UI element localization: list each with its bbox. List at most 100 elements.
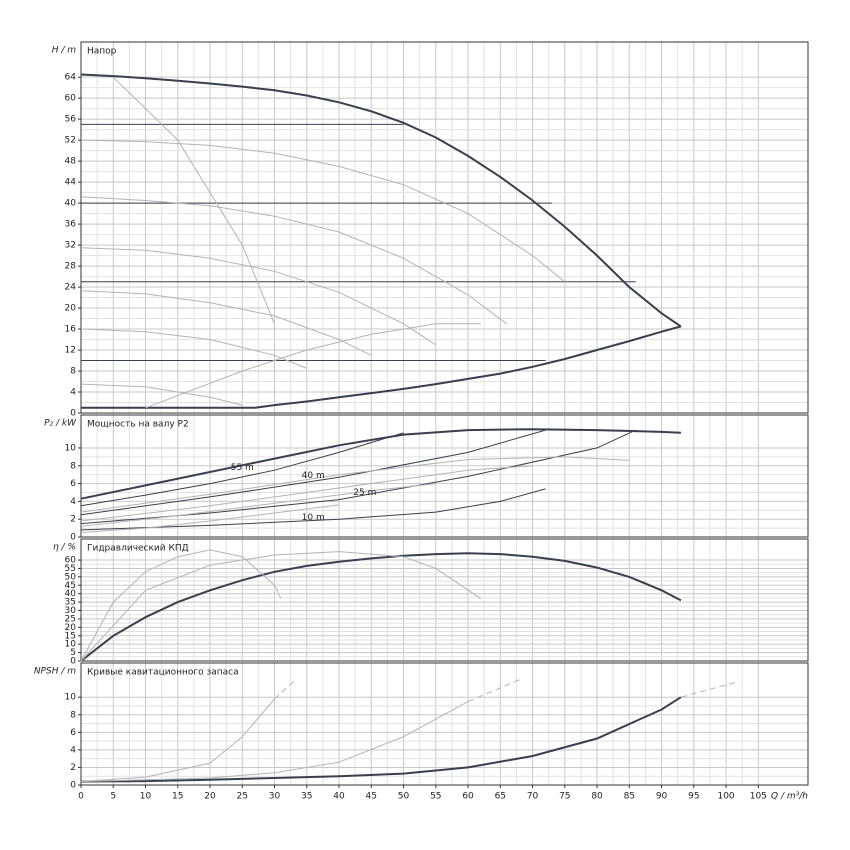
y-tick-label: 52 [65,136,76,146]
y-tick-label: 16 [65,325,77,335]
y-tick-label: 40 [65,589,77,599]
y-tick-label: 64 [65,73,77,83]
x-tick-label: 55 [430,792,441,802]
y-tick-label: 56 [65,115,77,125]
curve [80,465,533,522]
curve [80,551,482,662]
x-tick-label: 65 [495,792,506,802]
curve [112,76,275,324]
x-tick-label: 30 [269,792,281,802]
y-tick-label: 30 [65,606,77,616]
curve-label: 55 m [231,463,254,473]
y-tick-label: 4 [70,388,76,398]
x-tick-label: 45 [366,792,377,802]
y-tick-label: 8 [70,367,76,377]
y-tick-label: 60 [65,556,77,566]
y-tick-label: 2 [70,515,76,525]
curve [80,432,404,507]
y-tick-label: 40 [65,199,77,209]
curve [80,552,682,662]
panel-frame [80,41,809,414]
y-tick-label: 12 [65,346,76,356]
curve [80,483,436,527]
curve [80,428,681,500]
y-tick-label: 35 [65,598,76,608]
panel-frame [80,414,809,538]
y-tick-label: 45 [65,581,76,591]
x-tick-label: 35 [301,792,312,802]
y-tick-label: 4 [70,497,76,507]
curve-label: 25 m [353,488,376,498]
y-tick-label: 50 [65,572,77,582]
y-tick-label: 2 [70,763,76,773]
y-tick-label: 55 [65,564,76,574]
curve [274,681,295,700]
panel-title: Мощность на валу P2 [87,420,189,430]
panel-title: Гидравлический КПД [87,544,189,554]
y-tick-label: 10 [65,640,77,650]
y-tick-label: 0 [70,409,76,419]
x-tick-label: 15 [172,792,183,802]
x-tick-label: 0 [78,792,84,802]
x-tick-label: 20 [204,792,216,802]
y-tick-label: 4 [70,745,76,755]
panel-frame [80,662,809,786]
x-tick-label: 60 [462,792,474,802]
y-tick-label: 20 [65,304,77,314]
y-tick-label: 0 [70,533,76,543]
y-axis-label: η / % [53,543,76,553]
x-tick-label: 50 [398,792,410,802]
y-tick-label: 0 [70,657,76,667]
curve [467,679,520,703]
curve [80,549,282,662]
y-tick-label: 48 [65,157,77,167]
curve [80,429,637,525]
x-tick-label: 5 [110,792,116,802]
curve [80,383,243,406]
x-axis-label: Q / m³/h [771,792,808,802]
y-tick-label: 10 [65,443,77,453]
curve-label: 10 m [302,513,325,523]
curve [80,456,630,513]
y-tick-label: 15 [65,631,76,641]
curve [80,698,275,782]
curve [80,73,682,328]
x-tick-label: 85 [624,792,635,802]
curve [80,696,682,783]
y-tick-label: 8 [70,461,76,471]
y-axis-label: P₂ / kW [44,419,77,429]
x-tick-label: 75 [559,792,570,802]
y-tick-label: 28 [65,262,77,272]
curve [80,290,372,356]
curve [80,701,469,782]
panel-title: Кривые кавитационного запаса [87,668,239,678]
y-tick-label: 6 [70,479,76,489]
curve [680,680,740,698]
y-tick-label: 6 [70,728,76,738]
y-tick-label: 10 [65,693,77,703]
x-tick-label: 90 [656,792,668,802]
x-tick-label: 10 [140,792,152,802]
y-tick-label: 5 [70,648,76,658]
x-tick-label: 95 [688,792,699,802]
y-tick-label: 0 [70,781,76,791]
x-tick-label: 80 [591,792,603,802]
curve-label: 40 m [302,471,325,481]
y-tick-label: 32 [65,241,76,251]
y-tick-label: 36 [65,220,77,230]
x-tick-label: 25 [237,792,248,802]
y-tick-label: 24 [65,283,77,293]
y-axis-label: H / m [52,46,77,56]
y-tick-label: 60 [65,94,77,104]
y-axis-label: NPSH / m [34,667,76,677]
x-tick-label: 100 [717,792,734,802]
curve [80,488,546,531]
curve [80,196,507,325]
curve [145,323,481,409]
y-tick-label: 44 [65,178,77,188]
panel-title: Напор [87,47,117,57]
curve [80,328,307,369]
y-tick-label: 25 [65,614,76,624]
y-tick-label: 20 [65,623,77,633]
